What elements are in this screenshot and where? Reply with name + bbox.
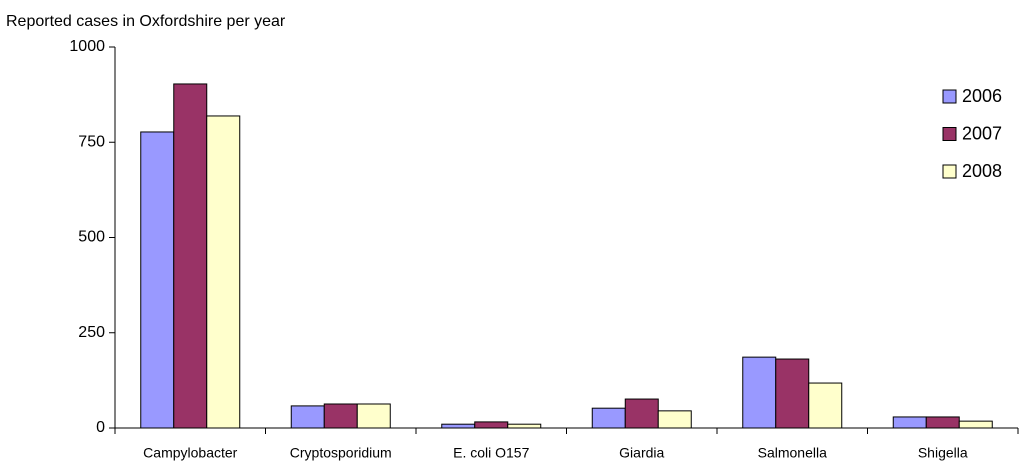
- bar: [591, 407, 626, 429]
- x-tick-label: Shigella: [918, 445, 968, 461]
- bar: [808, 382, 843, 429]
- legend-swatch: [942, 89, 957, 104]
- bar: [140, 131, 175, 429]
- bar: [290, 405, 325, 429]
- bar: [925, 416, 960, 429]
- legend-swatch: [942, 164, 957, 179]
- bar: [624, 398, 659, 429]
- legend-swatch: [942, 127, 957, 141]
- bar: [507, 423, 542, 429]
- bar: [657, 410, 692, 429]
- bar: [742, 356, 777, 429]
- bar: [173, 83, 208, 429]
- y-tick-label: 1000: [69, 38, 105, 55]
- legend-label: 2006: [962, 86, 1002, 106]
- bar: [775, 358, 810, 429]
- x-tick-label: Giardia: [619, 445, 664, 461]
- x-tick-label: Cryptosporidium: [290, 445, 392, 461]
- bar: [474, 421, 509, 429]
- bar: [356, 403, 391, 429]
- y-axis-title: Reported cases in Oxfordshire per year: [6, 13, 286, 30]
- x-tick-label: E. coli O157: [453, 445, 529, 461]
- y-tick-label: 0: [96, 419, 105, 436]
- bar: [892, 416, 927, 429]
- bar: [323, 403, 358, 429]
- legend-label: 2008: [962, 161, 1002, 181]
- bar: [441, 423, 476, 429]
- legend-label: 2007: [962, 123, 1002, 143]
- x-tick-label: Salmonella: [758, 445, 827, 461]
- bar: [206, 115, 241, 429]
- x-tick-label: Campylobacter: [143, 445, 237, 461]
- y-tick-label: 500: [78, 229, 105, 246]
- y-tick-label: 250: [78, 324, 105, 341]
- bar: [958, 420, 993, 429]
- y-tick-label: 750: [78, 133, 105, 150]
